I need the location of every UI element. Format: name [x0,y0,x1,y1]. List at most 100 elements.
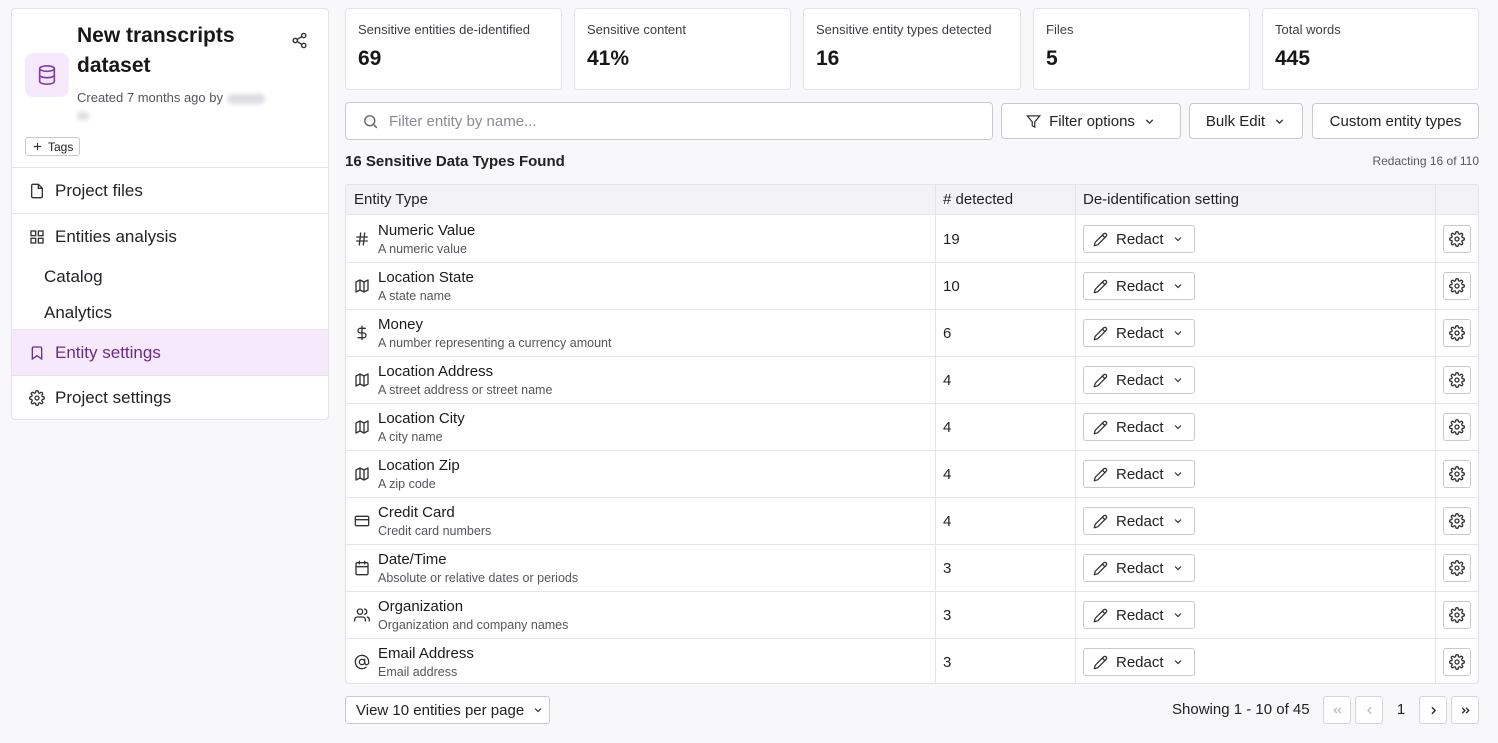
deidentification-select[interactable]: Redact [1083,366,1195,394]
deidentification-value: Redact [1116,418,1164,436]
at-sign-icon [354,654,370,670]
chevron-down-icon [1174,237,1181,242]
entity-description: A street address or street name [378,383,553,397]
table-row: Credit Card Credit card numbers 4 Redact [346,498,1478,545]
pencil-icon [1093,326,1108,340]
stat-label: Files [1046,22,1074,37]
nav-project-files[interactable]: Project files [12,168,328,213]
deidentification-select[interactable]: Redact [1083,554,1195,582]
table-header: Entity Type # detected De-identification… [346,185,1478,215]
last-page-button[interactable] [1451,696,1479,724]
deidentification-select[interactable]: Redact [1083,648,1195,676]
file-icon [31,183,43,198]
entity-settings-button[interactable] [1443,601,1471,629]
nav-entities-analysis[interactable]: Entities analysis [12,214,328,259]
entity-settings-button[interactable] [1443,272,1471,300]
table-row: Location State A state name 10 Redact [346,263,1478,310]
entity-count: 4 [943,419,952,436]
stat-label: Total words [1275,22,1341,37]
map-icon [355,467,369,481]
stat-value: 16 [816,47,840,70]
nav-divider [12,329,328,330]
entity-settings-button[interactable] [1443,225,1471,253]
gear-icon [1449,419,1465,435]
custom-entity-types-label: Custom entity types [1329,112,1462,130]
entity-name: Money [378,316,424,333]
stat-value: 69 [358,47,382,70]
share-icon [291,32,307,48]
header-setting: De-identification setting [1083,191,1239,208]
entity-name: Location Address [378,363,494,380]
pencil-icon [1093,232,1108,246]
deidentification-select[interactable]: Redact [1083,272,1195,300]
plus-icon [33,142,42,151]
map-icon [355,420,369,434]
chevron-down-icon [1174,519,1181,524]
entity-settings-button[interactable] [1443,554,1471,582]
deidentification-select[interactable]: Redact [1083,225,1195,253]
chevron-down-icon [1174,472,1181,477]
deidentification-select[interactable]: Redact [1083,413,1195,441]
current-page: 1 [1396,701,1406,718]
deidentification-select[interactable]: Redact [1083,319,1195,347]
entity-settings-button[interactable] [1443,413,1471,441]
nav-analytics[interactable]: Analytics [44,303,113,322]
entity-search [345,102,993,140]
share-button[interactable] [288,29,310,51]
custom-entity-types-button[interactable]: Custom entity types [1312,103,1479,139]
bulk-edit-button[interactable]: Bulk Edit [1189,103,1303,139]
entity-settings-button[interactable] [1443,648,1471,676]
next-page-button[interactable] [1419,696,1447,724]
nav-catalog[interactable]: Catalog [44,267,103,286]
pencil-icon [1093,467,1108,481]
chevron-right-icon [1430,706,1436,714]
chevron-down-icon [534,708,542,713]
sidebar: New transcripts dataset Created 7 months… [11,8,329,420]
tags-button[interactable]: Tags [25,137,81,156]
nav-entity-settings[interactable]: Entity settings [12,330,328,375]
entity-name: Location State [378,269,474,286]
filter-options-label: Filter options [1049,112,1135,130]
entity-settings-button[interactable] [1443,460,1471,488]
entity-settings-button[interactable] [1443,366,1471,394]
column-separator [935,185,936,683]
table-row: Numeric Value A numeric value 19 Redact [346,216,1478,263]
entity-name: Email Address [378,645,474,662]
prev-page-button[interactable] [1355,696,1383,724]
entity-count: 3 [943,607,952,624]
filter-options-button[interactable]: Filter options [1001,103,1181,139]
entity-name: Organization [378,598,464,615]
deidentification-value: Redact [1116,371,1164,389]
entity-settings-button[interactable] [1443,507,1471,535]
entity-name: Location City [378,410,465,427]
per-page-label: View 10 entities per page [356,701,525,719]
stat-card-entity-types: Sensitive entity types detected 16 [803,8,1021,90]
header-entity-type: Entity Type [354,191,428,208]
created-text: Created 7 months ago by [77,90,223,105]
nav-entities-analysis-label: Entities analysis [55,226,177,246]
entity-name: Location Zip [378,457,460,474]
first-page-button[interactable] [1323,696,1351,724]
entity-name: Numeric Value [378,222,476,239]
gear-icon [1449,513,1465,529]
deidentification-select[interactable]: Redact [1083,507,1195,535]
entity-settings-button[interactable] [1443,319,1471,347]
calendar-icon [355,560,369,576]
nav-divider [12,213,328,214]
deidentification-select[interactable]: Redact [1083,460,1195,488]
search-input[interactable] [389,112,949,130]
column-separator [1435,185,1436,683]
per-page-select[interactable]: View 10 entities per page [345,696,550,724]
chevron-down-icon [1174,613,1181,618]
stat-card-sensitive-content: Sensitive content 41% [574,8,791,90]
stat-card-files: Files 5 [1033,8,1250,90]
map-icon [355,373,369,387]
nav-project-settings[interactable]: Project settings [12,376,328,419]
table-row: Location Address A street address or stre… [346,357,1478,404]
entity-description: A zip code [378,477,436,491]
stat-value: 41% [587,47,630,70]
gear-icon [29,390,45,406]
nav-project-settings-label: Project settings [55,388,172,407]
credit-card-icon [354,515,370,527]
deidentification-select[interactable]: Redact [1083,601,1195,629]
